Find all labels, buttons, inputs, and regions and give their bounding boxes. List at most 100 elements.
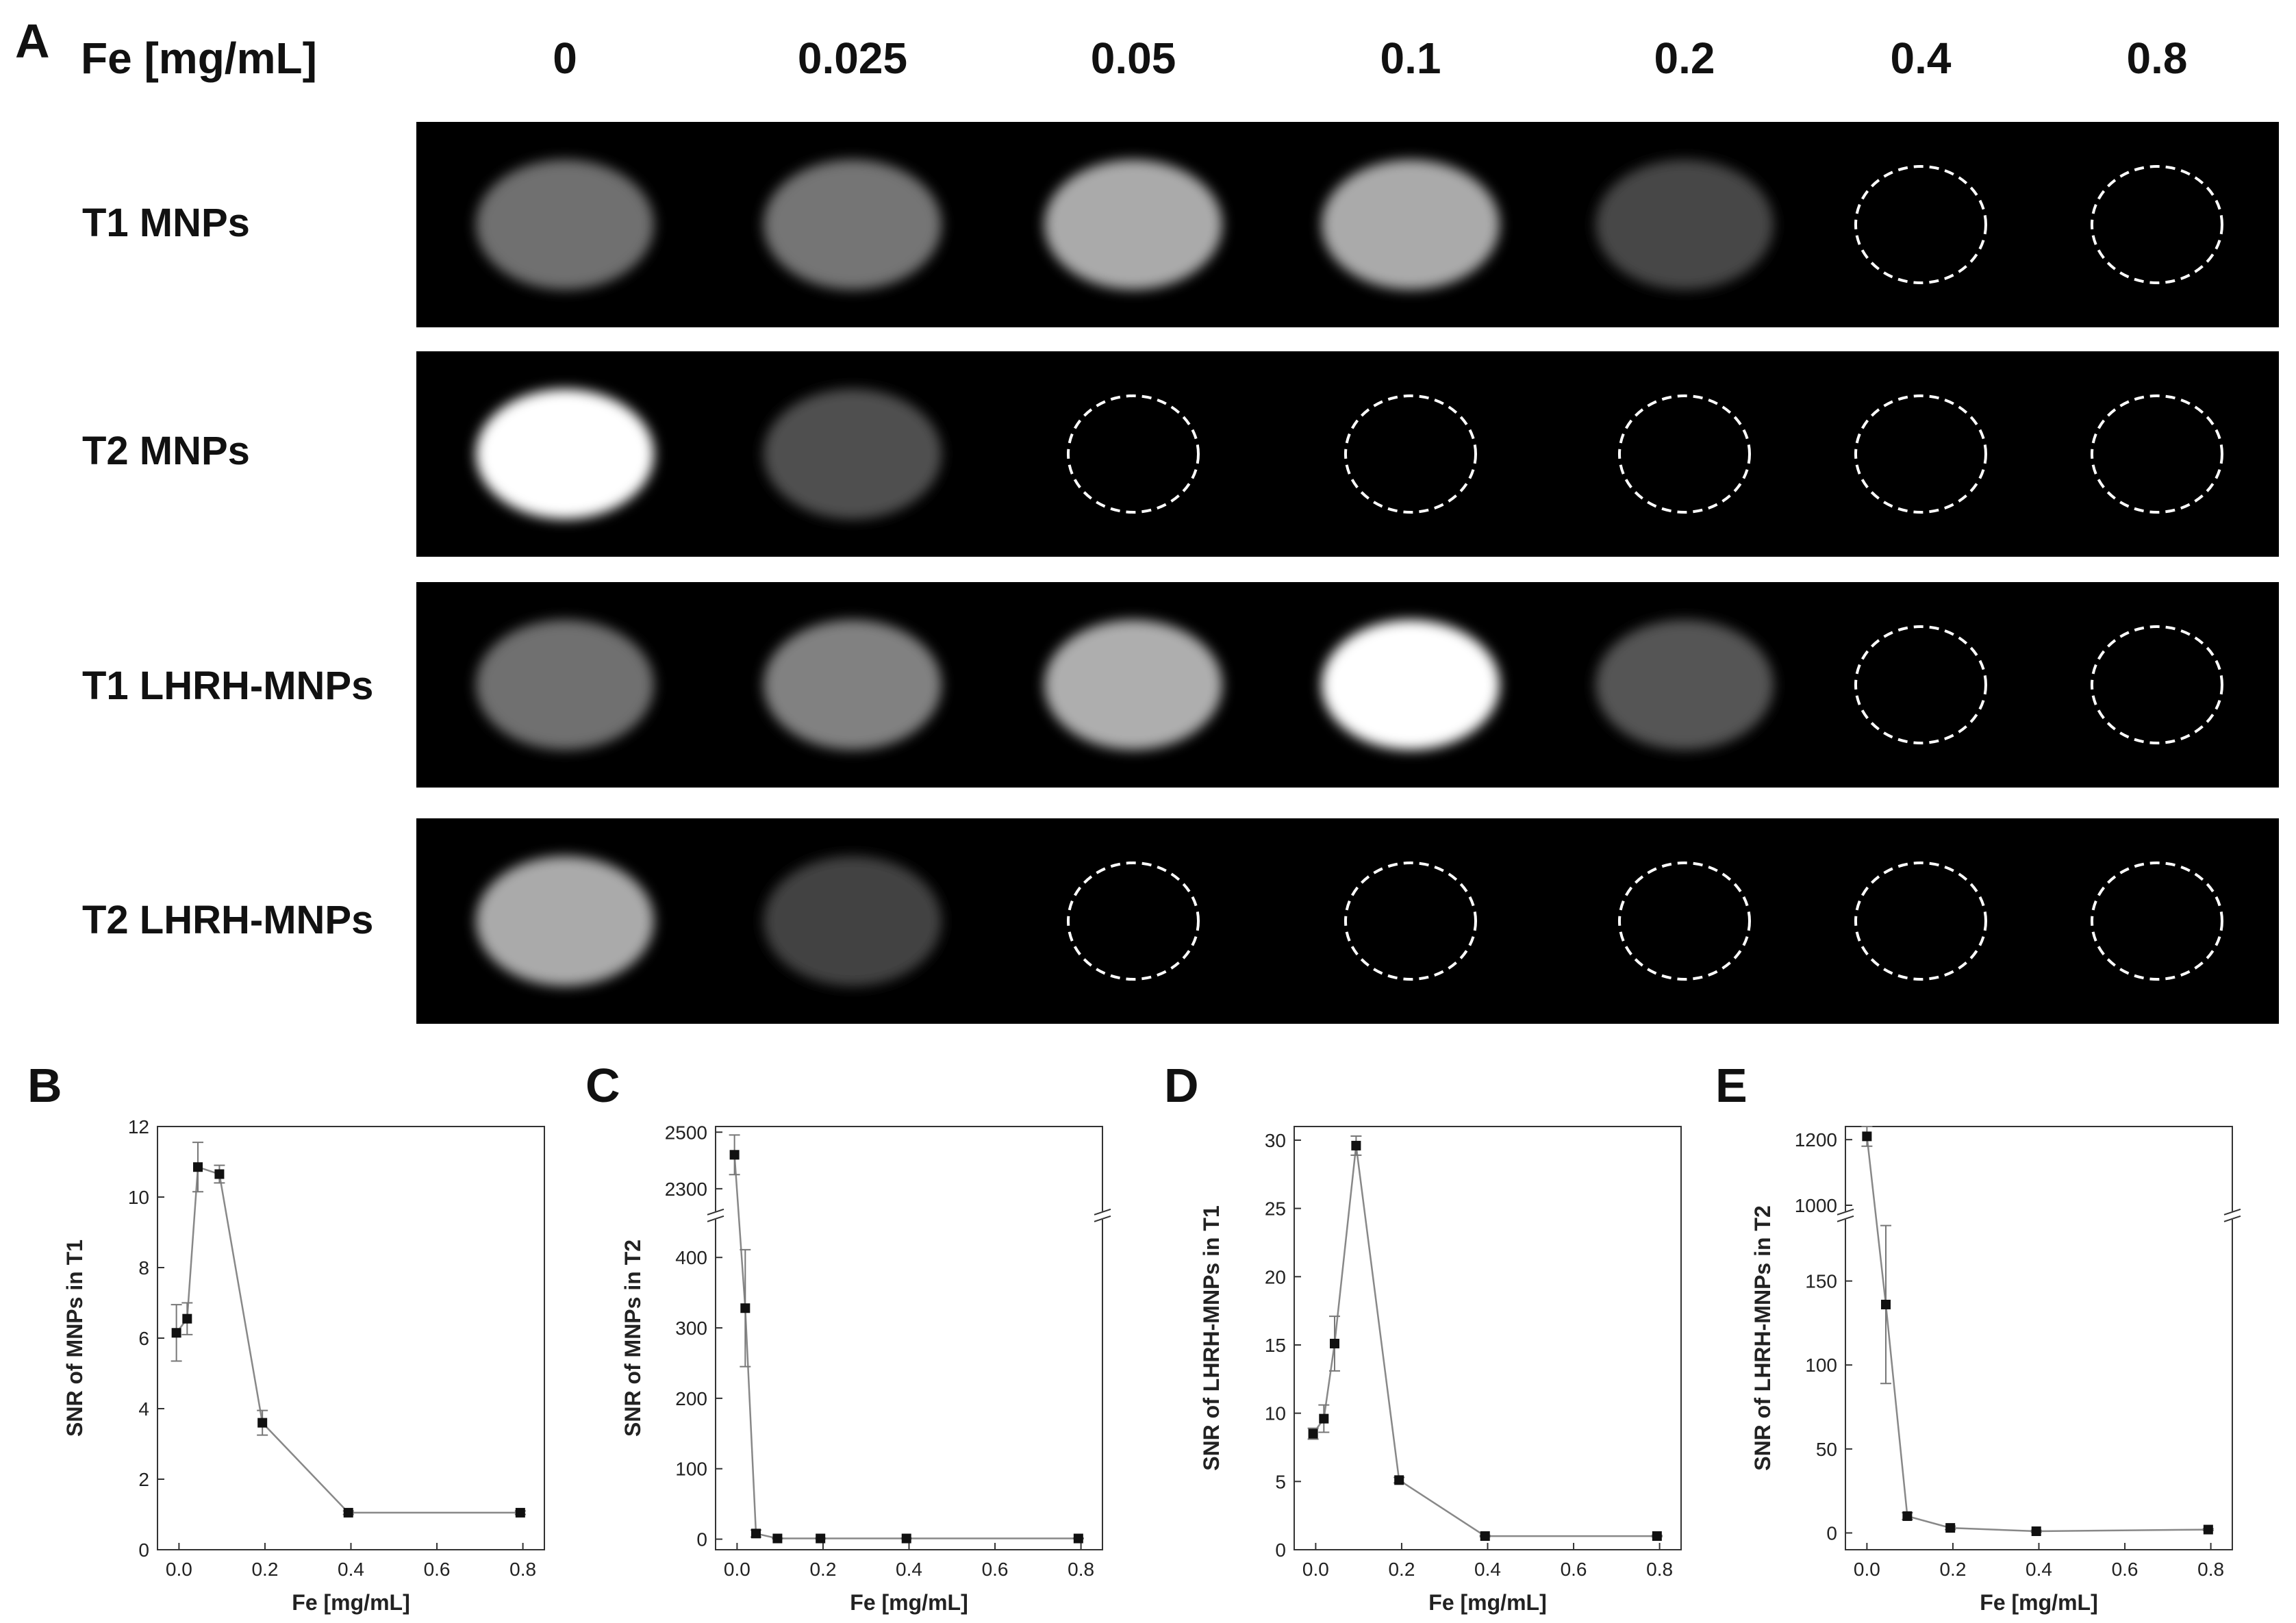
- axis-break-mark: [1837, 1208, 1854, 1216]
- data-point: [1862, 1131, 1872, 1142]
- chart-panel-e: E 0.0 0.2 0.4 0.6 0.8 0 50 100 150 1000 1200 Fe [mg/…: [1715, 1058, 2263, 1620]
- data-point: [1073, 1533, 1083, 1544]
- mri-strip: [416, 582, 2279, 788]
- x-axis-label: Fe [mg/mL]: [1980, 1590, 2097, 1615]
- panel-letter: E: [1715, 1059, 1748, 1112]
- panel-letter: D: [1164, 1059, 1199, 1112]
- y-tick-label: 6: [138, 1328, 149, 1349]
- y-tick-label: 0: [696, 1529, 707, 1550]
- x-tick-label: 0.8: [509, 1559, 536, 1580]
- data-point: [1319, 1413, 1329, 1424]
- x-tick-label: 0.6: [2112, 1559, 2139, 1580]
- y-tick-label: 0: [138, 1539, 149, 1561]
- x-axis-label: Fe [mg/mL]: [850, 1590, 968, 1615]
- y-tick-label: 2300: [665, 1179, 707, 1200]
- series-line: [175, 1166, 520, 1514]
- x-tick-label: 0.4: [1474, 1559, 1501, 1580]
- mri-strip: [416, 122, 2279, 327]
- x-axis-label: Fe [mg/mL]: [1428, 1590, 1546, 1615]
- data-point: [1881, 1299, 1891, 1309]
- chart-panel-c: C 0.0 0.2 0.4 0.6 0.8 0 100 200 300 400 2300 2500 Fe …: [585, 1058, 1133, 1620]
- mri-sample-blob: [1322, 160, 1500, 290]
- y-tick-label: 2: [138, 1469, 149, 1490]
- concentration-header: 0.1: [1380, 34, 1441, 83]
- x-tick-label: 0.8: [2197, 1559, 2224, 1580]
- y-tick-label: 100: [1805, 1355, 1837, 1376]
- data-point: [343, 1507, 353, 1518]
- mri-sample-blob: [1044, 160, 1222, 290]
- data-point: [2031, 1526, 2041, 1537]
- panel-letter: C: [585, 1059, 620, 1112]
- concentration-header: 0.8: [2126, 34, 2188, 83]
- x-tick-label: 0.2: [809, 1559, 836, 1580]
- x-axis-label: Fe [mg/mL]: [292, 1590, 409, 1615]
- empty-sample-outline: [1854, 165, 1987, 284]
- plot-frame: [157, 1126, 545, 1550]
- y-tick-label: 200: [675, 1388, 707, 1409]
- data-point: [772, 1533, 783, 1544]
- axis-break-mark: [1094, 1215, 1111, 1222]
- x-tick-label: 0.2: [1388, 1559, 1415, 1580]
- empty-sample-outline: [1067, 394, 1200, 514]
- x-tick-label: 0.2: [251, 1559, 278, 1580]
- data-point: [1652, 1531, 1662, 1542]
- y-tick-label: 15: [1265, 1335, 1286, 1356]
- data-point: [740, 1303, 750, 1313]
- y-tick-label: 2500: [665, 1122, 707, 1143]
- concentration-header: 0.05: [1090, 34, 1176, 83]
- y-tick-label: 25: [1265, 1198, 1286, 1220]
- series-line: [1312, 1145, 1657, 1537]
- data-point: [816, 1533, 826, 1544]
- data-point: [901, 1533, 911, 1544]
- concentration-header: 0.025: [797, 34, 908, 83]
- data-point: [1480, 1531, 1490, 1542]
- data-point: [182, 1313, 192, 1324]
- mri-sample-blob: [476, 856, 654, 986]
- mri-strip: [416, 818, 2279, 1024]
- empty-sample-outline: [1618, 861, 1751, 981]
- y-tick-label: 20: [1265, 1266, 1286, 1287]
- series-line: [1866, 1136, 2208, 1533]
- y-tick-label: 150: [1805, 1271, 1837, 1292]
- empty-sample-outline: [2091, 861, 2223, 981]
- data-point: [515, 1507, 525, 1518]
- mri-sample-blob: [764, 856, 942, 986]
- y-tick-label: 10: [128, 1187, 149, 1208]
- axis-break-mark: [707, 1208, 724, 1216]
- concentration-header: 0.4: [1890, 34, 1952, 83]
- y-tick-label: 8: [138, 1257, 149, 1279]
- row-label: T1 LHRH-MNPs: [82, 664, 374, 708]
- y-axis-label: SNR of LHRH-MNPs in T2: [1750, 1205, 1775, 1471]
- x-tick-label: 0.0: [166, 1559, 192, 1580]
- empty-sample-outline: [1344, 861, 1477, 981]
- mri-sample-blob: [476, 620, 654, 750]
- y-tick-label: 1200: [1795, 1129, 1837, 1150]
- mri-sample-blob: [1044, 620, 1222, 750]
- row-label: T2 LHRH-MNPs: [82, 898, 374, 942]
- concentration-header: 0.2: [1654, 34, 1715, 83]
- y-tick-label: 300: [675, 1318, 707, 1339]
- axis-break-mark: [1837, 1215, 1854, 1222]
- mri-sample-blob: [1595, 620, 1774, 750]
- plot-frame: [715, 1126, 1103, 1550]
- empty-sample-outline: [2091, 165, 2223, 284]
- axis-break-mark: [707, 1215, 724, 1222]
- x-tick-label: 0.0: [1854, 1559, 1880, 1580]
- mri-strip: [416, 351, 2279, 557]
- data-point: [1394, 1475, 1404, 1485]
- y-tick-label: 50: [1816, 1439, 1837, 1460]
- y-tick-label: 10: [1265, 1403, 1286, 1424]
- axis-break-mark: [2223, 1208, 2241, 1216]
- mri-sample-blob: [476, 389, 654, 519]
- data-point: [193, 1162, 203, 1172]
- y-tick-label: 100: [675, 1459, 707, 1480]
- axis-break-mark: [2223, 1215, 2241, 1222]
- mri-sample-blob: [1322, 620, 1500, 750]
- fe-concentration-label: Fe [mg/mL]: [81, 34, 317, 83]
- chart-svg: 0.0 0.2 0.4 0.6 0.8 0 5 10 15 20 25 30 Fe [mg/mL] SNR…: [1199, 1126, 1682, 1615]
- empty-sample-outline: [1618, 394, 1751, 514]
- empty-sample-outline: [1067, 861, 1200, 981]
- series-line: [733, 1155, 1078, 1539]
- row-label: T2 MNPs: [82, 429, 250, 473]
- data-point: [2203, 1524, 2213, 1535]
